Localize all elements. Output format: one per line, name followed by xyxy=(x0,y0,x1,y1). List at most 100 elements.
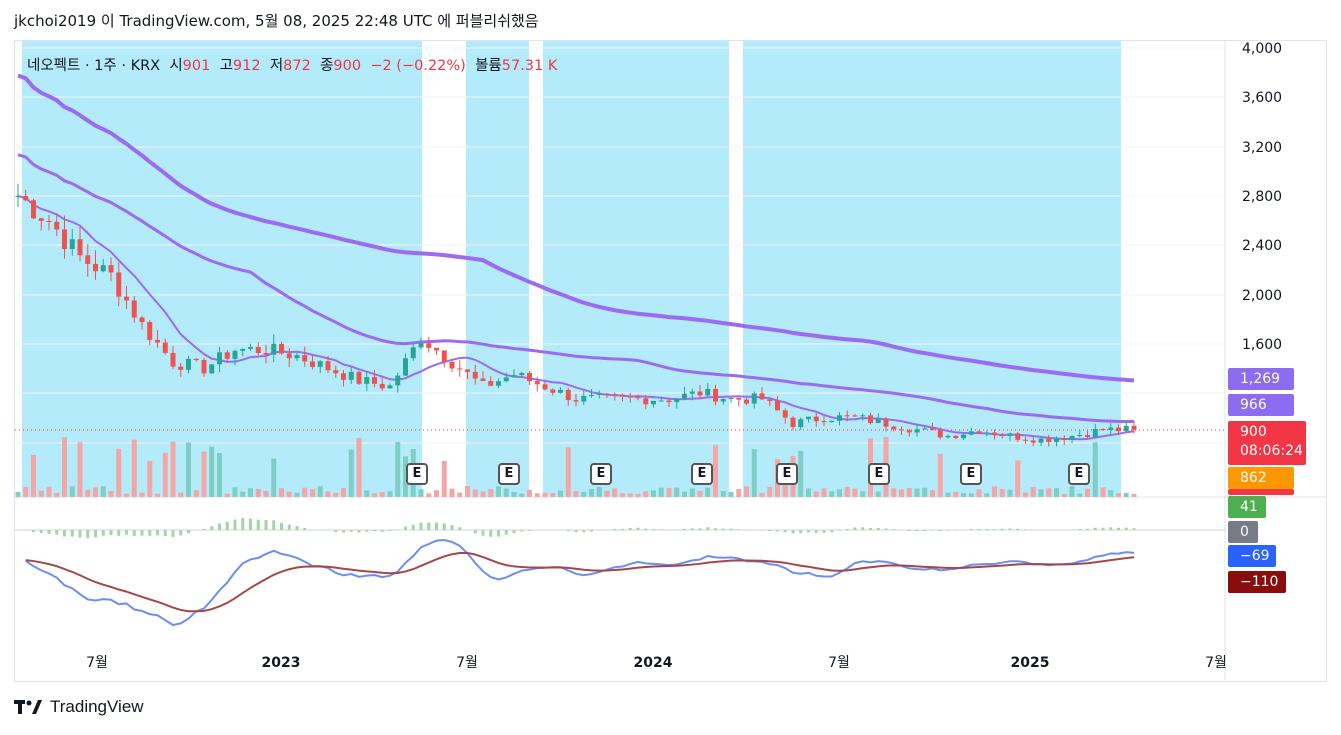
time-tick-label: 2023 xyxy=(262,655,301,671)
ma-mid-line xyxy=(17,153,1135,424)
volume-bar xyxy=(565,447,571,497)
earnings-marker[interactable]: E xyxy=(1068,463,1090,485)
candle-body xyxy=(209,364,215,374)
macd-hist-bar xyxy=(280,522,283,530)
candle-body xyxy=(1116,427,1121,432)
macd-hist-bar xyxy=(985,529,989,530)
candle-body xyxy=(860,415,866,417)
last-price-value: 900 xyxy=(1240,424,1267,440)
earnings-marker[interactable]: E xyxy=(868,463,890,485)
candle-body xyxy=(1007,433,1013,437)
macd-hist-bar xyxy=(373,530,376,532)
volume-bar xyxy=(604,490,610,497)
macd-hist-bar xyxy=(78,530,82,538)
macd-hist-bar xyxy=(357,530,361,533)
price-tick-label: 3,600 xyxy=(1242,90,1282,106)
candle-body xyxy=(69,239,75,250)
candle-body xyxy=(286,353,292,359)
macd-hist-bar xyxy=(272,520,276,530)
candle-body xyxy=(186,358,191,370)
volume-bar xyxy=(682,491,687,497)
macd-hist-bar xyxy=(334,530,338,533)
candle-body xyxy=(511,375,517,378)
macd-hist-bar xyxy=(210,526,214,530)
candle-body xyxy=(23,196,29,201)
candle-body xyxy=(829,420,835,423)
macd-hist-bar xyxy=(380,530,384,532)
volume-bar xyxy=(720,490,726,497)
volume-bar xyxy=(1046,488,1052,497)
candle-body xyxy=(937,429,943,438)
candle-body xyxy=(449,361,455,369)
volume-bar xyxy=(108,490,114,497)
macd-hist-bar xyxy=(458,527,462,530)
volume-bar xyxy=(224,493,230,497)
candle-body xyxy=(891,426,897,430)
macd-hist-bar xyxy=(132,530,136,537)
macd-hist-bar xyxy=(326,530,330,531)
high-value: 912 xyxy=(232,58,261,74)
volume-bar xyxy=(767,487,773,497)
candle-body xyxy=(155,339,160,343)
volume-bar xyxy=(620,493,625,497)
macd-hist-bar xyxy=(1093,527,1097,530)
macd-hist-bar xyxy=(714,528,717,530)
volume-bar xyxy=(85,489,91,497)
symbol-label[interactable]: 네오펙트 · 1주 · KRX xyxy=(27,58,161,74)
session-band xyxy=(22,41,422,497)
candle-body xyxy=(759,393,765,400)
volume-bar xyxy=(728,492,734,497)
last-price-tag: 900 08:06:24 xyxy=(1228,421,1306,465)
volume-bar xyxy=(813,491,819,497)
grid xyxy=(15,41,1326,680)
volume-bar xyxy=(201,451,207,497)
volume-bar xyxy=(1054,488,1059,497)
publish-header: jkchoi2019 이 TradingView.com, 5월 08, 202… xyxy=(14,12,539,30)
macd-hist-bar xyxy=(473,530,477,534)
macd-hist-bar xyxy=(884,528,888,530)
macd-hist-bar xyxy=(869,528,872,530)
macd-hist-bar xyxy=(225,521,229,530)
earnings-marker[interactable]: E xyxy=(960,463,982,485)
volume-bar xyxy=(875,491,881,497)
candle-body xyxy=(999,435,1005,437)
candle-body xyxy=(302,355,308,362)
candle-body xyxy=(372,377,377,384)
candle-body xyxy=(38,218,44,221)
volume-bar xyxy=(999,488,1005,497)
earnings-marker[interactable]: E xyxy=(406,463,428,485)
volume-bar xyxy=(100,486,106,497)
volume-bar xyxy=(930,490,935,497)
macd-hist-bar xyxy=(419,522,423,530)
axes: 4,000 3,600 3,200 2,800 2,400 2,000 1,600 7월 202… xyxy=(86,41,1282,671)
volume-bar xyxy=(263,490,269,497)
volume-bar xyxy=(31,454,36,497)
close-label: 종 xyxy=(320,58,334,74)
volume-bar xyxy=(178,492,184,497)
candle-body xyxy=(356,371,362,384)
volume-bar xyxy=(612,488,618,497)
macd-hist-bar xyxy=(721,528,725,530)
candle-body xyxy=(488,380,494,386)
candle-body xyxy=(472,371,478,379)
earnings-marker[interactable]: E xyxy=(691,463,713,485)
earnings-marker[interactable]: E xyxy=(776,463,798,485)
candle-body xyxy=(77,239,83,256)
candle-body xyxy=(503,377,509,382)
volume-bar xyxy=(744,486,749,497)
volume-bar xyxy=(348,449,354,497)
chart-frame[interactable] xyxy=(14,40,1327,682)
candle-body xyxy=(1077,435,1083,437)
candle-body xyxy=(914,429,920,433)
macd-hist-bar xyxy=(256,519,260,530)
macd-hist-bar xyxy=(822,530,826,533)
earnings-marker[interactable]: E xyxy=(590,463,612,485)
candle-body xyxy=(953,435,959,439)
macd-hist-bar xyxy=(628,528,632,530)
volume-bar xyxy=(93,487,98,497)
earnings-marker[interactable]: E xyxy=(498,463,520,485)
candle-body xyxy=(883,418,889,427)
time-tick-label: 7월 xyxy=(1205,655,1227,671)
macd-hist-bar xyxy=(342,530,345,533)
